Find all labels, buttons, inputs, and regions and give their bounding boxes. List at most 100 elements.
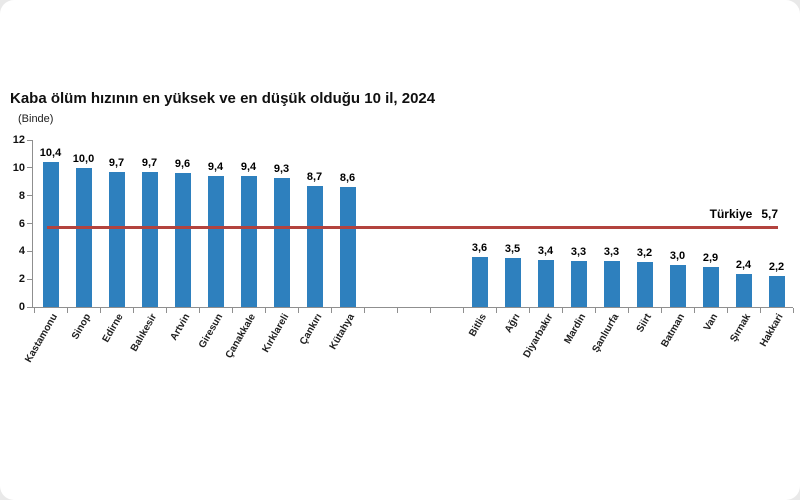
bar-kırklareli [273, 177, 290, 307]
y-axis-tick-label: 6 [18, 217, 25, 230]
x-axis-tick [529, 308, 530, 313]
bar-artvin [174, 173, 191, 307]
bar-kütahya [339, 187, 356, 307]
reference-line-label: Türkiye 5,7 [710, 207, 778, 221]
x-axis-tick [793, 308, 794, 313]
chart-title: Kaba ölüm hızının en yüksek ve en düşük … [10, 90, 436, 107]
bar-siirt [636, 262, 653, 307]
x-axis-tick [133, 308, 134, 313]
bar-value-şırnak: 2,4 [735, 258, 752, 271]
category-label-giresun: Giresun [196, 312, 226, 351]
x-axis-tick [232, 308, 233, 313]
y-axis-tick-label: 8 [18, 189, 25, 202]
bar-value-batman: 3,0 [669, 250, 686, 263]
bar-bitlis [471, 256, 488, 307]
bar-ağrı [504, 258, 521, 307]
bar-value-artvin: 9,6 [174, 158, 191, 171]
x-axis-tick [298, 308, 299, 313]
bar-şırnak [735, 273, 752, 307]
bar-value-giresun: 9,4 [207, 161, 224, 174]
bar-value-balıkesir: 9,7 [141, 157, 158, 169]
x-axis-tick [727, 308, 728, 313]
bar-giresun [207, 176, 224, 307]
bar-hakkari [768, 276, 785, 307]
reference-value: 5,7 [761, 206, 778, 221]
category-label-kırklareli: Kırklareli [260, 312, 292, 355]
category-label-edirne: Edirne [100, 312, 127, 345]
bar-edirne [108, 172, 125, 307]
category-label-hakkari: Hakkari [758, 312, 787, 349]
reference-line [47, 226, 778, 230]
bar-value-mardin: 3,3 [570, 246, 587, 259]
x-axis-tick [34, 308, 35, 313]
bar-value-kütahya: 8,6 [339, 172, 356, 185]
x-axis-tick [463, 308, 464, 313]
category-label-çanakkale: Çanakkale [223, 312, 259, 361]
x-axis-tick [364, 308, 365, 313]
bar-value-çankırı: 8,7 [306, 170, 323, 183]
x-axis-tick [67, 308, 68, 313]
y-axis-tick [27, 250, 32, 252]
bar-şanlıurfa [603, 261, 620, 307]
category-label-balıkesir: Balıkesir [128, 312, 160, 354]
x-axis-tick [100, 308, 101, 313]
y-axis-unit-label: (Binde) [18, 113, 54, 125]
bar-diyarbakır [537, 259, 554, 307]
bar-batman [669, 265, 686, 307]
y-axis-tick [27, 139, 32, 141]
category-label-çankırı: Çankırı [297, 312, 325, 347]
category-label-kastamonu: Kastamonu [23, 312, 61, 365]
x-axis-tick [694, 308, 695, 313]
y-axis-tick [27, 223, 32, 224]
y-axis-tick-label: 12 [12, 134, 25, 146]
bar-value-siirt: 3,2 [636, 247, 653, 260]
bar-balıkesir [141, 172, 158, 307]
x-axis-tick [265, 308, 266, 313]
bar-mardin [570, 261, 587, 307]
y-axis-tick-label: 4 [18, 245, 25, 258]
bar-value-van: 2,9 [702, 251, 719, 264]
x-axis-tick [166, 308, 167, 313]
bar-value-kırklareli: 9,3 [273, 162, 290, 175]
x-axis-tick [628, 308, 629, 313]
bar-value-çanakkale: 9,4 [240, 161, 257, 174]
x-axis-tick [562, 308, 563, 313]
category-label-diyarbakır: Diyarbakır [521, 312, 556, 360]
y-axis-tick [27, 306, 32, 308]
category-label-batman: Batman [659, 312, 688, 350]
bar-value-diyarbakır: 3,4 [537, 244, 554, 257]
category-label-van: Van [701, 312, 721, 333]
category-label-şanlıurfa: Şanlıurfa [590, 312, 622, 355]
bar-value-hakkari: 2,2 [768, 261, 785, 274]
y-axis-tick [27, 167, 32, 169]
y-axis-tick [27, 195, 32, 197]
x-axis-tick [397, 308, 398, 313]
category-label-kütahya: Kütahya [327, 312, 358, 352]
bar-van [702, 266, 719, 307]
plot-area: Türkiye 5,7 0 2 4 6 8 10 12 10,4 Kastamonu 10,0 Sin… [13, 134, 794, 365]
category-label-ağrı: Ağrı [502, 312, 523, 335]
y-axis-tick-label: 10 [12, 161, 25, 174]
y-axis-tick [27, 278, 32, 280]
x-axis-tick [496, 308, 497, 313]
bar-çanakkale [240, 176, 257, 307]
x-axis-tick [199, 308, 200, 313]
bar-value-edirne: 9,7 [108, 157, 125, 169]
x-axis-tick [430, 308, 431, 313]
reference-country-label: Türkiye [709, 206, 753, 221]
bar-çankırı [306, 185, 323, 307]
x-axis-tick [595, 308, 596, 313]
category-label-bitlis: Bitlis [467, 312, 490, 339]
bar-value-bitlis: 3,6 [471, 241, 488, 254]
x-axis-tick [331, 308, 332, 313]
bar-sinop [75, 167, 92, 307]
y-axis-tick-label: 0 [18, 301, 25, 313]
bar-value-şanlıurfa: 3,3 [603, 246, 620, 259]
bar-value-ağrı: 3,5 [504, 243, 521, 256]
category-label-şırnak: Şırnak [728, 312, 754, 344]
category-label-siirt: Siirt [634, 312, 655, 335]
x-axis-tick [661, 308, 662, 313]
category-label-sinop: Sinop [69, 312, 94, 342]
bar-kastamonu [42, 162, 59, 307]
